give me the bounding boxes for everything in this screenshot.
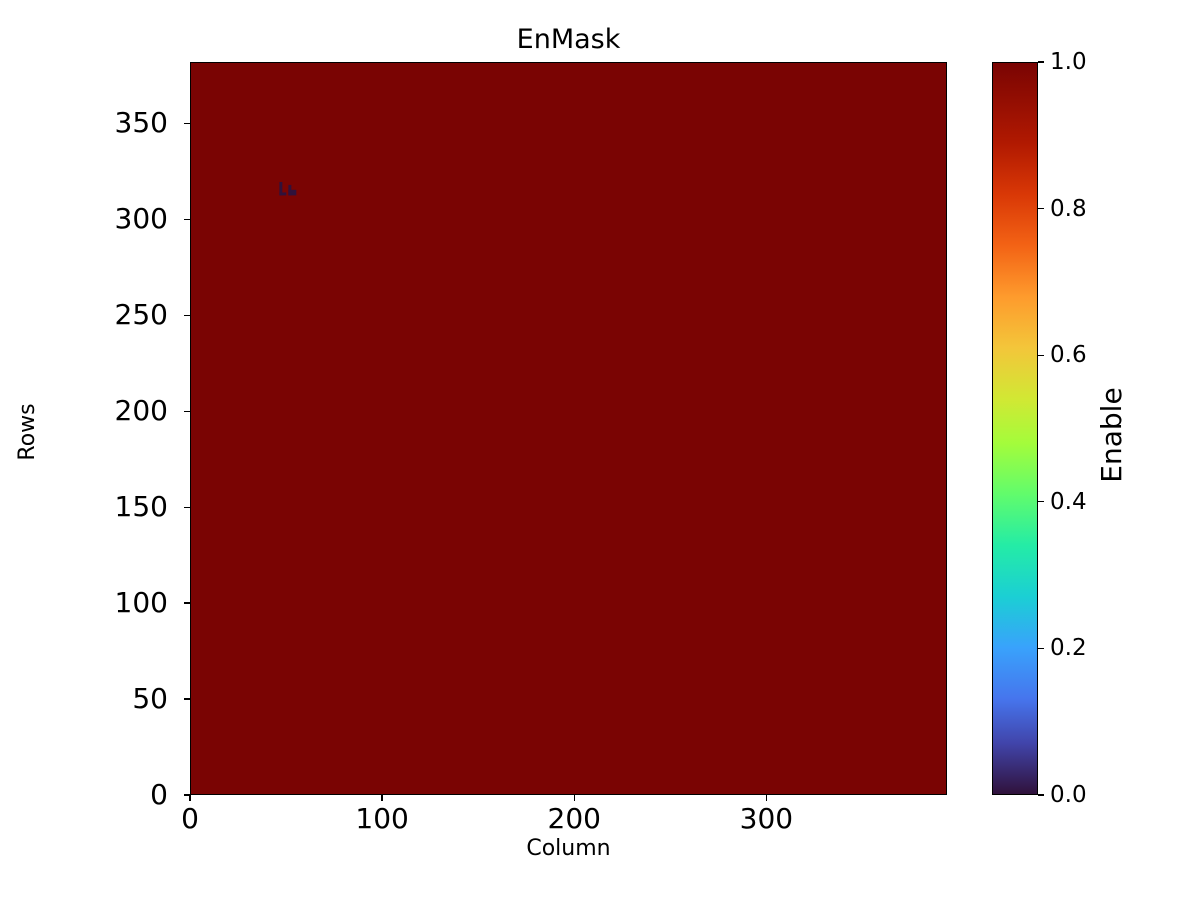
- colorbar-tick-label: 0.6: [1050, 342, 1087, 369]
- x-axis-label: Column: [526, 836, 611, 861]
- y-tick-label: 350: [114, 106, 168, 140]
- colorbar[interactable]: [992, 62, 1038, 795]
- x-tick-mark: [573, 795, 575, 801]
- colorbar-gradient: [993, 63, 1037, 794]
- x-tick-label: 300: [739, 802, 794, 835]
- colorbar-tick-label: 0.8: [1050, 195, 1087, 222]
- colorbar-tick-label: 0.2: [1050, 635, 1087, 662]
- colorbar-tick-mark: [1038, 501, 1044, 503]
- colorbar-tick-label: 1.0: [1050, 49, 1087, 75]
- x-tick-label: 100: [355, 802, 409, 835]
- colorbar-tick-mark: [1038, 647, 1044, 650]
- x-tick-mark: [381, 795, 383, 801]
- y-tick-label: 200: [114, 394, 168, 428]
- page-title: EnMask: [516, 24, 621, 55]
- y-tick-label: 300: [114, 202, 168, 236]
- y-tick-mark: [184, 218, 190, 220]
- y-tick-label: 0: [150, 778, 168, 811]
- colorbar-label: Enable: [1095, 387, 1128, 483]
- y-tick-label: 50: [132, 682, 168, 716]
- y-tick-mark: [184, 314, 190, 316]
- colorbar-tick-label: 0.0: [1050, 782, 1087, 808]
- y-tick-label: 100: [114, 586, 168, 620]
- x-tick-mark: [765, 795, 768, 801]
- y-tick-label: 150: [114, 490, 168, 524]
- y-tick-mark: [184, 122, 190, 125]
- x-tick-label: 200: [547, 802, 601, 835]
- colorbar-tick-mark: [1038, 61, 1044, 63]
- colorbar-tick-mark: [1038, 794, 1044, 796]
- colorbar-tick-mark: [1038, 354, 1044, 356]
- y-tick-mark: [184, 602, 190, 604]
- x-tick-mark: [189, 795, 191, 801]
- y-tick-mark: [184, 506, 190, 508]
- y-tick-mark: [184, 698, 190, 700]
- y-tick-mark: [184, 410, 190, 412]
- heatmap-plot-area[interactable]: [190, 62, 947, 795]
- colorbar-tick-label: 0.4: [1050, 488, 1087, 515]
- x-tick-label: 0: [181, 802, 199, 835]
- y-tick-mark: [184, 794, 190, 796]
- heatmap-image: [191, 63, 946, 794]
- colorbar-tick-mark: [1038, 207, 1044, 210]
- y-axis-label: Rows: [15, 403, 40, 461]
- y-tick-label: 250: [114, 298, 168, 332]
